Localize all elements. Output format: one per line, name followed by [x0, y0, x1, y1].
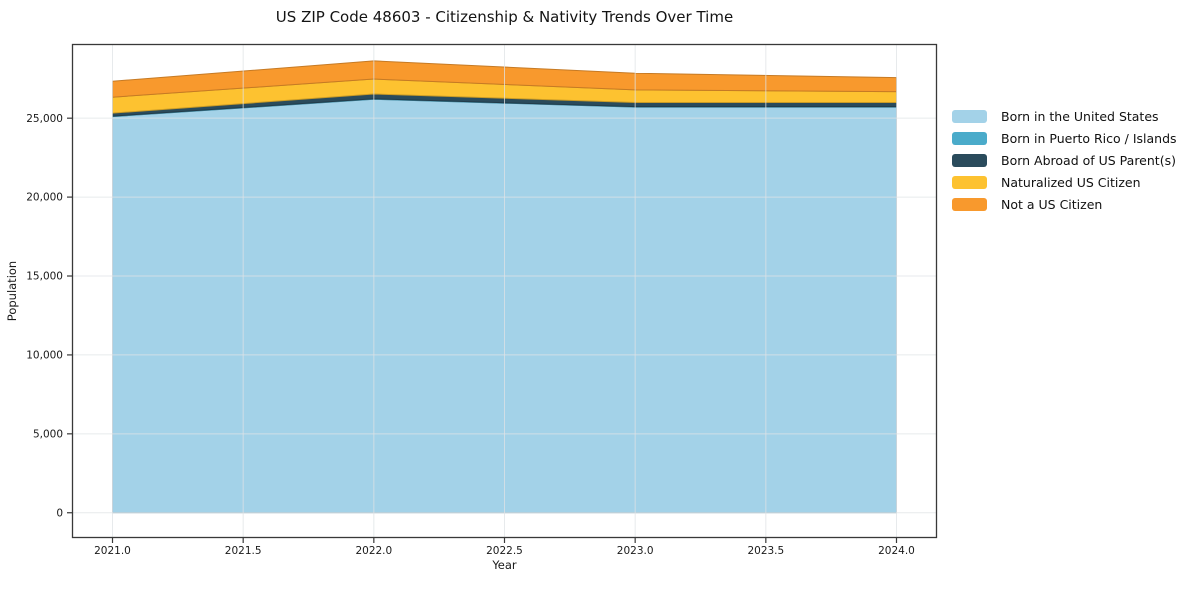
legend-label: Born Abroad of US Parent(s): [1001, 152, 1176, 168]
x-tick-label: 2021.5: [225, 545, 262, 557]
legend-swatch-not-citizen: [952, 197, 987, 211]
x-tick-label: 2023.0: [617, 545, 654, 557]
y-tick-label: 15,000: [26, 271, 63, 283]
plot-border: [71, 43, 938, 539]
legend-item: Naturalized US Citizen: [952, 171, 1177, 193]
legend-swatch-born-us: [952, 109, 987, 123]
y-tick-label: 10,000: [26, 350, 63, 362]
legend-label: Not a US Citizen: [1001, 196, 1103, 212]
legend-swatch-born-abroad: [952, 153, 987, 167]
y-tick-label: 0: [56, 507, 63, 519]
legend-item: Born Abroad of US Parent(s): [952, 149, 1177, 171]
x-tick-label: 2022.5: [486, 545, 523, 557]
legend-item: Born in the United States: [952, 105, 1177, 127]
x-axis-label: Year: [492, 558, 517, 572]
y-tick-label: 5,000: [33, 428, 63, 440]
legend-swatch-puerto-rico: [952, 131, 987, 145]
legend-label: Born in the United States: [1001, 108, 1159, 124]
legend-item: Not a US Citizen: [952, 193, 1177, 215]
chart-title: US ZIP Code 48603 - Citizenship & Nativi…: [275, 8, 734, 26]
legend-label: Naturalized US Citizen: [1001, 174, 1141, 190]
y-tick-label: 20,000: [26, 192, 63, 204]
x-tick-label: 2022.0: [355, 545, 392, 557]
x-tick-label: 2023.5: [747, 545, 784, 557]
legend-swatch-naturalized: [952, 175, 987, 189]
y-tick-label: 25,000: [26, 113, 63, 125]
legend: Born in the United States Born in Puerto…: [952, 105, 1177, 215]
x-tick-label: 2024.0: [878, 545, 915, 557]
legend-item: Born in Puerto Rico / Islands: [952, 127, 1177, 149]
legend-label: Born in Puerto Rico / Islands: [1001, 130, 1177, 146]
x-tick-label: 2021.0: [94, 545, 131, 557]
